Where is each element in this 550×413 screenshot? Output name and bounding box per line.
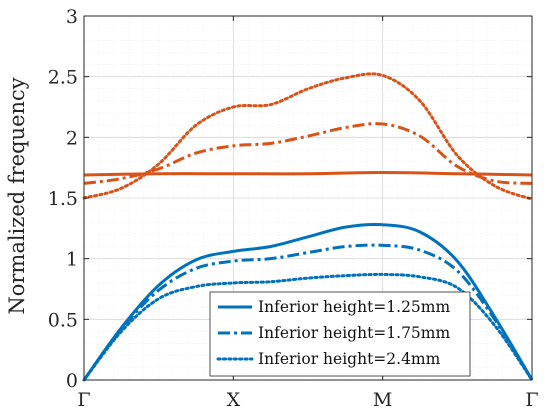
legend-entry: Inferior height=1.25mm: [258, 298, 450, 316]
x-tick-label: Γ: [525, 389, 538, 411]
series-line-upper-dashdot: [83, 122, 533, 185]
x-tick-label: M: [373, 389, 392, 411]
y-tick-label: 2: [66, 127, 78, 149]
y-tick-label: 2.5: [48, 67, 78, 89]
y-tick-label: 0.5: [48, 309, 78, 331]
y-tick-labels: 0 0.5 1 1.5 2 2.5 3: [48, 6, 78, 392]
series-line-lower-dashdot: [82, 243, 534, 381]
series-layer: [82, 72, 534, 382]
series-line-upper-solid: [83, 171, 533, 177]
x-tick-label: X: [227, 389, 241, 411]
legend-entry: Inferior height=1.75mm: [258, 324, 450, 342]
y-tick-label: 0: [66, 370, 78, 392]
x-tick-label: Γ: [77, 389, 90, 411]
legend-entry: Inferior height=2.4mm: [258, 350, 441, 368]
legend: Inferior height=1.25mm Inferior height=1.…: [209, 291, 471, 377]
series-line-lower-solid: [82, 222, 534, 381]
series-line-upper-dotted: [82, 72, 534, 201]
y-tick-label: 3: [66, 6, 78, 28]
legend-box: [209, 291, 471, 377]
tick-marks: [83, 15, 533, 381]
y-tick-label: 1.5: [48, 188, 78, 210]
series-line-lower-dotted: [82, 272, 534, 382]
y-tick-label: 1: [66, 249, 78, 271]
y-axis-label: Normalized frequency: [5, 77, 29, 314]
